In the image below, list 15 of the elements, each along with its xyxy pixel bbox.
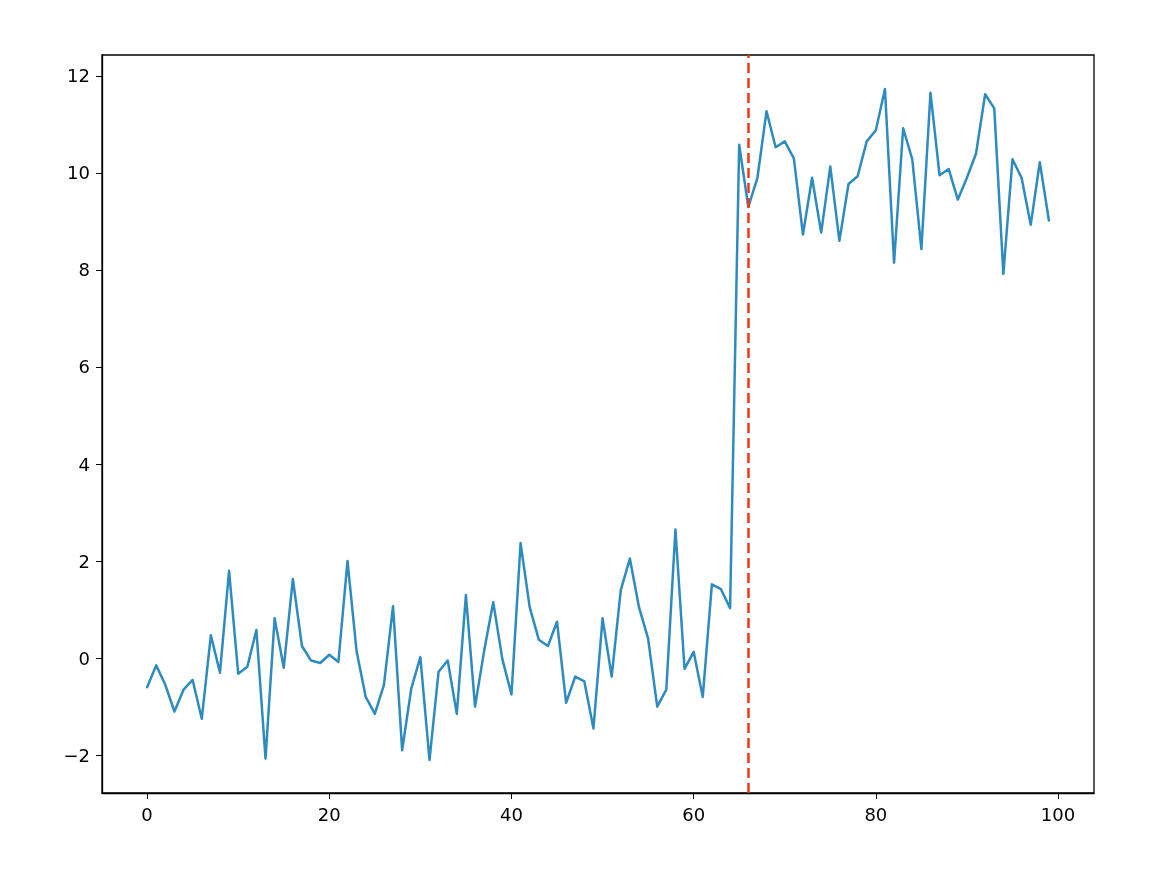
line-series: [145, 87, 1051, 762]
x-tick-label: 0: [141, 803, 153, 825]
y-tick-label: 10: [67, 162, 90, 184]
y-tick-label: 6: [78, 356, 90, 378]
x-tick-label: 20: [317, 803, 341, 825]
x-tick-label: 100: [1040, 803, 1076, 825]
y-tick-label: −2: [63, 744, 90, 766]
y-tick-label: 0: [78, 647, 90, 669]
x-tick-label: 60: [682, 803, 706, 825]
y-tick-label: 2: [78, 550, 90, 572]
x-tick-label: 80: [864, 803, 888, 825]
x-tick-label: 40: [500, 803, 523, 825]
y-tick-label: 4: [78, 453, 90, 475]
y-tick-label: 12: [67, 65, 90, 87]
y-tick-label: 8: [78, 259, 90, 281]
